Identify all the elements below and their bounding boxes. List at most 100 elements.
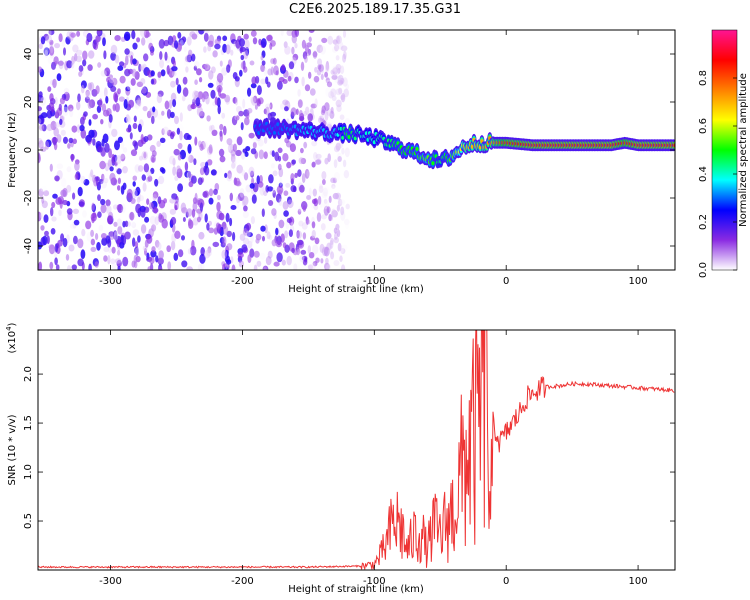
heatmap-cell: [40, 225, 45, 231]
heatmap-cell: [58, 33, 63, 43]
heatmap-cell: [282, 99, 289, 106]
heatmap-cell: [106, 205, 112, 214]
heatmap-cell: [113, 92, 118, 102]
heatmap-cell: [79, 124, 85, 132]
heatmap-cell: [248, 166, 255, 176]
heatmap-cell: [330, 237, 334, 245]
heatmap-cell: [138, 63, 142, 72]
heatmap-cell: [124, 220, 129, 227]
heatmap-cell: [53, 127, 59, 137]
heatmap-cell: [327, 35, 334, 45]
heatmap-cell: [226, 173, 233, 182]
heatmap-cell: [333, 236, 340, 244]
heatmap-cell: [338, 245, 344, 254]
heatmap-cell: [115, 155, 122, 165]
heatmap-cell: [265, 256, 272, 266]
heatmap-cell: [296, 230, 300, 239]
heatmap-cell: [187, 248, 192, 255]
heatmap-cell: [88, 119, 92, 126]
heatmap-cell: [297, 169, 302, 178]
heatmap-cell: [316, 44, 324, 53]
heatmap-cell: [132, 181, 136, 187]
heatmap-cell: [38, 118, 42, 124]
heatmap-cell: [116, 259, 122, 267]
heatmap-cell: [147, 175, 153, 182]
heatmap-cell: [291, 159, 297, 165]
colorbar-label: Normalized spectral amplitude: [738, 73, 749, 227]
heatmap-cell: [246, 232, 253, 238]
heatmap-cell: [317, 195, 322, 205]
heatmap-cell: [66, 208, 73, 215]
heatmap-cell: [338, 87, 343, 95]
heatmap-cell: [231, 162, 236, 169]
heatmap-cell: [63, 87, 70, 95]
heatmap-cell: [251, 194, 257, 204]
heatmap-cell: [176, 165, 181, 173]
y-tick-label: 2.0: [23, 366, 34, 382]
heatmap-cell: [137, 123, 142, 133]
heatmap-cell: [56, 73, 62, 81]
heatmap-cell: [344, 218, 350, 226]
heatmap-cell: [107, 159, 112, 167]
heatmap-cell: [81, 228, 86, 237]
heatmap-cell: [131, 189, 138, 198]
heatmap-cell: [78, 65, 84, 72]
heatmap-cell: [114, 140, 120, 151]
heatmap-cell: [113, 231, 119, 241]
heatmap-cell: [78, 199, 85, 208]
heatmap-cell: [38, 188, 44, 197]
heatmap-cell: [144, 247, 147, 256]
heatmap-cell: [222, 35, 228, 42]
heatmap-cell: [149, 256, 155, 265]
heatmap-cell: [247, 254, 252, 263]
y-tick-label: 40: [23, 48, 34, 61]
heatmap-cell: [294, 42, 298, 49]
heatmap-cell: [310, 235, 316, 241]
heatmap-cell: [166, 109, 172, 119]
heatmap-cell: [283, 190, 289, 196]
heatmap-cell: [109, 172, 116, 182]
colorbar-tick-label: 0.4: [698, 166, 709, 182]
heatmap-cell: [316, 69, 322, 76]
heatmap-cell: [221, 249, 227, 259]
heatmap-cell: [297, 152, 301, 162]
heatmap-cell: [124, 48, 130, 55]
heatmap-cell: [136, 99, 142, 108]
heatmap-cell: [146, 37, 153, 45]
heatmap-cell: [174, 204, 178, 211]
heatmap-cell: [85, 134, 92, 143]
heatmap-cell: [154, 178, 159, 187]
heatmap-cell: [170, 240, 176, 251]
heatmap-cell: [85, 89, 90, 97]
heatmap-cell: [197, 216, 201, 223]
heatmap-cell: [45, 35, 53, 43]
heatmap-cell: [170, 216, 177, 225]
heatmap-cell: [333, 145, 340, 153]
heatmap-cell: [95, 85, 100, 95]
heatmap-cell: [197, 263, 203, 270]
heatmap-cell: [323, 246, 330, 257]
heatmap-cell: [141, 150, 148, 161]
heatmap-cell: [290, 107, 297, 117]
heatmap-cell: [225, 212, 230, 223]
snr-y-multiplier-base: (x10: [7, 331, 18, 354]
heatmap-ridge-core: [415, 147, 419, 151]
heatmap-cell: [105, 40, 109, 51]
heatmap-cell: [338, 41, 344, 50]
heatmap-cell: [108, 247, 112, 253]
heatmap-cell: [320, 73, 324, 80]
heatmap-cell: [330, 106, 334, 114]
heatmap-cell: [54, 122, 61, 128]
heatmap-cell: [299, 184, 305, 193]
heatmap-cell: [43, 214, 49, 223]
heatmap-cell: [293, 186, 297, 193]
heatmap-cell: [60, 233, 65, 242]
heatmap-cell: [144, 216, 150, 223]
heatmap-cell: [40, 36, 46, 45]
heatmap-cell: [129, 132, 133, 140]
chart-title: C2E6.2025.189.17.35.G31: [288, 2, 462, 17]
heatmap-cell: [275, 240, 283, 248]
snr-y-label: SNR (10 * v/v): [7, 414, 18, 485]
heatmap-x-label: Height of straight line (km): [288, 284, 424, 295]
heatmap-cell: [102, 37, 106, 47]
